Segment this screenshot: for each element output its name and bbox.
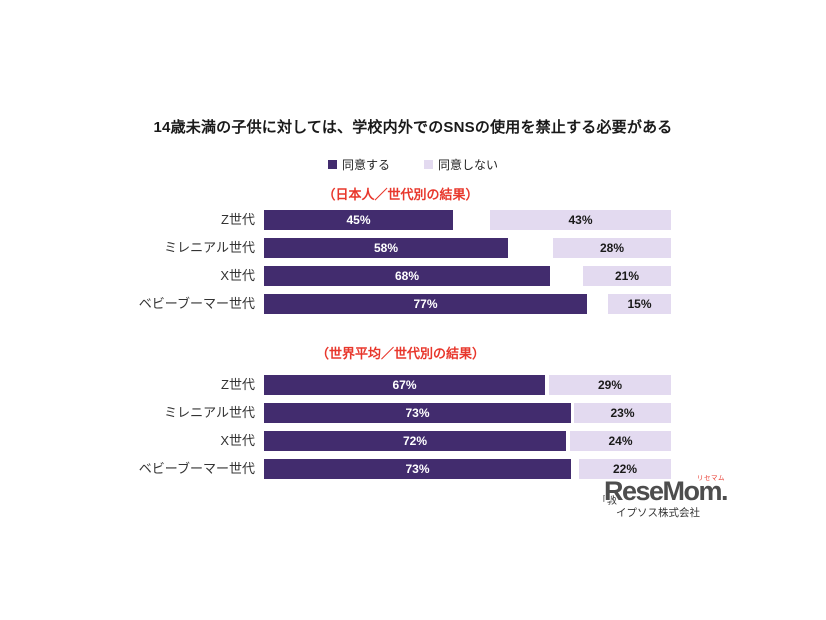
disagree-bar: 21%: [583, 266, 671, 286]
chart-row: X世代 72% 24%: [128, 431, 673, 451]
section-japan: （日本人／世代別の結果） Z世代 45% 43% ミレニアル世代 58% 28% X世代 68…: [128, 187, 673, 322]
bar-track: 67% 29%: [264, 375, 671, 395]
category-label: ミレニアル世代: [164, 405, 255, 420]
legend-item-agree: 同意する: [327, 156, 390, 173]
category-label: X世代: [220, 268, 255, 283]
bar-track: 68% 21%: [264, 266, 671, 286]
source-company: イプソス株式会社: [616, 507, 700, 519]
agree-bar: 72%: [264, 431, 566, 451]
legend-item-disagree: 同意しない: [424, 156, 498, 173]
disagree-bar: 23%: [574, 403, 671, 423]
disagree-value-label: 21%: [614, 269, 640, 283]
section-world-title: （世界平均／世代別の結果）: [315, 346, 485, 361]
legend-label-agree: 同意する: [341, 158, 390, 172]
disagree-value-label: 15%: [627, 297, 652, 311]
disagree-value-label: 28%: [599, 241, 625, 255]
disagree-bar: 15%: [608, 294, 671, 314]
category-label: Z世代: [221, 212, 255, 227]
disagree-bar: 43%: [490, 210, 671, 230]
agree-value-label: 67%: [392, 378, 417, 392]
agree-bar: 67%: [264, 375, 545, 395]
section-japan-title: （日本人／世代別の結果）: [322, 187, 479, 202]
disagree-bar: 22%: [579, 459, 671, 479]
disagree-bar: 24%: [570, 431, 671, 451]
agree-bar: 77%: [264, 294, 587, 314]
disagree-bar: 28%: [553, 238, 671, 258]
chart-row: ミレニアル世代 73% 23%: [128, 403, 673, 423]
disagree-swatch-icon: [424, 160, 433, 169]
chart-row: Z世代 45% 43%: [128, 210, 673, 230]
chart-row: Z世代 67% 29%: [128, 375, 673, 395]
category-label: X世代: [220, 433, 255, 448]
disagree-bar: 29%: [549, 375, 671, 395]
disagree-value-label: 43%: [568, 213, 593, 227]
disagree-value-label: 23%: [610, 406, 635, 420]
chart-title: 14歳未満の子供に対しては、学校内外でのSNSの使用を禁止する必要がある: [153, 119, 673, 136]
bar-track: 58% 28%: [264, 238, 671, 258]
chart-row: ベビーブーマー世代 73% 22%: [128, 459, 673, 479]
section-world-rows: Z世代 67% 29% ミレニアル世代 73% 23% X世代 72% 24% ベビーブーマー世代…: [128, 375, 673, 479]
category-label: ベビーブーマー世代: [138, 296, 255, 311]
disagree-value-label: 22%: [612, 462, 638, 476]
bar-track: 77% 15%: [264, 294, 671, 314]
agree-bar: 68%: [264, 266, 550, 286]
bar-track: 45% 43%: [264, 210, 671, 230]
agree-bar: 73%: [264, 403, 571, 423]
legend-label-disagree: 同意しない: [438, 158, 499, 172]
agree-value-label: 45%: [346, 213, 371, 227]
agree-value-label: 73%: [405, 406, 430, 420]
category-label: ベビーブーマー世代: [138, 461, 255, 476]
chart-row: ベビーブーマー世代 77% 15%: [128, 294, 673, 314]
chart-row: X世代 68% 21%: [128, 266, 673, 286]
agree-value-label: 77%: [413, 297, 438, 311]
agree-value-label: 73%: [405, 462, 430, 476]
bar-track: 73% 22%: [264, 459, 671, 479]
section-japan-rows: Z世代 45% 43% ミレニアル世代 58% 28% X世代 68% 21% ベビーブーマー世代…: [128, 210, 673, 314]
legend: 同意する 同意しない: [0, 156, 826, 173]
category-label: ミレニアル世代: [164, 240, 255, 255]
agree-bar: 45%: [264, 210, 453, 230]
logo-text: ReseMom.: [604, 476, 729, 506]
agree-bar: 73%: [264, 459, 571, 479]
agree-value-label: 58%: [373, 241, 399, 255]
logo-ruby-text: リセマム: [697, 475, 726, 482]
agree-value-label: 72%: [402, 434, 428, 448]
source-text: 「教: [597, 496, 617, 507]
agree-bar: 58%: [264, 238, 508, 258]
resemom-logo: リセマム ReseMom.: [604, 470, 729, 506]
agree-value-label: 68%: [394, 269, 420, 283]
disagree-value-label: 24%: [608, 434, 633, 448]
chart-row: ミレニアル世代 58% 28%: [128, 238, 673, 258]
category-label: Z世代: [221, 377, 255, 392]
section-world: （世界平均／世代別の結果） Z世代 67% 29% ミレニアル世代 73% 23% X世代 7…: [128, 346, 673, 487]
agree-swatch-icon: [327, 160, 337, 169]
disagree-value-label: 29%: [597, 378, 623, 392]
bar-track: 72% 24%: [264, 431, 671, 451]
bar-track: 73% 23%: [264, 403, 671, 423]
